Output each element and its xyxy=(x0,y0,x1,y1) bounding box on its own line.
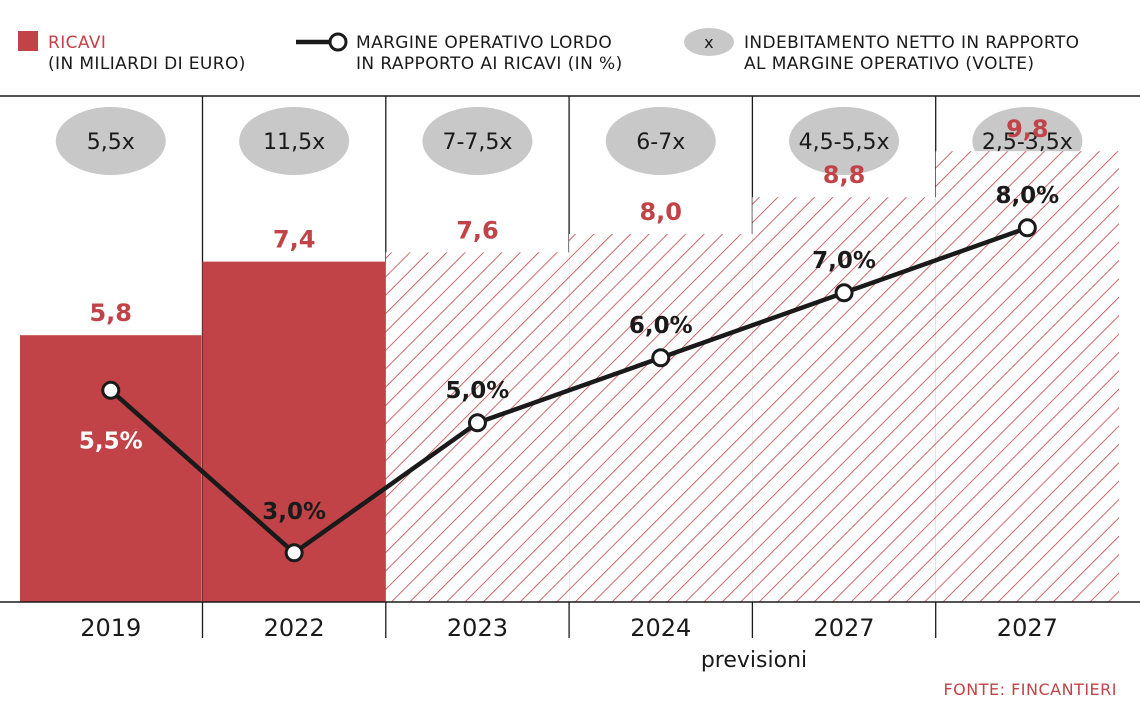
debt-ratio-label: 4,5-5,5x xyxy=(799,130,890,155)
legend-revenue-title: RICAVI xyxy=(48,33,106,53)
legend-margin-unit: IN RAPPORTO AI RICAVI (IN %) xyxy=(356,54,623,74)
year-label: 2027 xyxy=(814,614,875,642)
margin-value-label: 6,0% xyxy=(629,313,693,339)
year-label: 2027 xyxy=(997,614,1058,642)
source-credit: FONTE: FINCANTIERI xyxy=(943,680,1117,699)
margin-point xyxy=(1017,218,1037,238)
year-label: 2023 xyxy=(447,614,508,642)
margin-point xyxy=(651,348,671,368)
margin-value-label: 5,5% xyxy=(79,428,143,454)
legend: RICAVI (IN MILIARDI DI EURO) MARGINE OPE… xyxy=(18,28,1079,74)
margin-value-label: 3,0% xyxy=(262,499,326,525)
margin-point xyxy=(834,283,854,303)
debt-ratio-pill xyxy=(605,107,716,175)
margin-value-label: 7,0% xyxy=(812,248,876,274)
legend-debt-pill xyxy=(684,28,734,56)
revenue-value-label: 5,8 xyxy=(89,299,132,327)
legend-margin-marker xyxy=(296,32,348,52)
margin-point xyxy=(467,413,487,433)
revenue-bar xyxy=(20,335,202,602)
revenue-value-label: 9,8 xyxy=(1006,115,1049,143)
debt-ratio-pill xyxy=(422,107,533,175)
debt-ratio-pill xyxy=(55,107,166,175)
debt-ratio-pills: 5,5x 11,5x 7-7,5x 6-7x 4,5-5,5x 2,5-3,5x xyxy=(55,107,1083,175)
margin-point xyxy=(101,380,121,400)
revenue-bar xyxy=(569,234,753,602)
debt-ratio-label: 2,5-3,5x xyxy=(982,130,1073,155)
margin-line-series: 5,5% 3,0% 5,0% 6,0% 7,0% 8,0% xyxy=(79,183,1059,563)
margin-point xyxy=(284,543,304,563)
legend-debt-symbol: x xyxy=(704,33,714,52)
revenue-value-label: 8,0 xyxy=(639,198,682,226)
x-axis-labels: 2019 2022 2023 2024 2027 2027 xyxy=(80,614,1058,642)
year-label: 2019 xyxy=(80,614,141,642)
revenue-bar xyxy=(752,197,936,602)
margin-line xyxy=(109,225,1029,556)
margin-value-label: 5,0% xyxy=(446,378,510,404)
year-label: 2024 xyxy=(630,614,691,642)
year-label: 2022 xyxy=(264,614,325,642)
revenue-value-label: 7,4 xyxy=(273,226,316,254)
debt-ratio-pill xyxy=(789,107,900,175)
debt-ratio-label: 6-7x xyxy=(636,130,685,155)
legend-margin-title: MARGINE OPERATIVO LORDO xyxy=(356,33,612,53)
debt-ratio-label: 5,5x xyxy=(87,130,135,155)
debt-ratio-label: 7-7,5x xyxy=(442,130,512,155)
legend-debt-title: INDEBITAMENTO NETTO IN RAPPORTO xyxy=(744,33,1079,53)
legend-debt-unit: AL MARGINE OPERATIVO (VOLTE) xyxy=(744,54,1034,74)
legend-revenue-swatch xyxy=(18,31,38,51)
revenue-bars xyxy=(20,151,1119,602)
revenue-labels: 5,8 7,4 7,6 8,0 8,8 9,8 xyxy=(89,115,1048,327)
revenue-value-label: 8,8 xyxy=(823,161,866,189)
forecast-note: previsioni xyxy=(701,648,807,673)
margin-value-label: 8,0% xyxy=(995,183,1059,209)
debt-ratio-pill xyxy=(239,107,350,175)
debt-ratio-label: 11,5x xyxy=(263,130,325,155)
legend-revenue-unit: (IN MILIARDI DI EURO) xyxy=(48,54,246,74)
revenue-value-label: 7,6 xyxy=(456,216,499,244)
